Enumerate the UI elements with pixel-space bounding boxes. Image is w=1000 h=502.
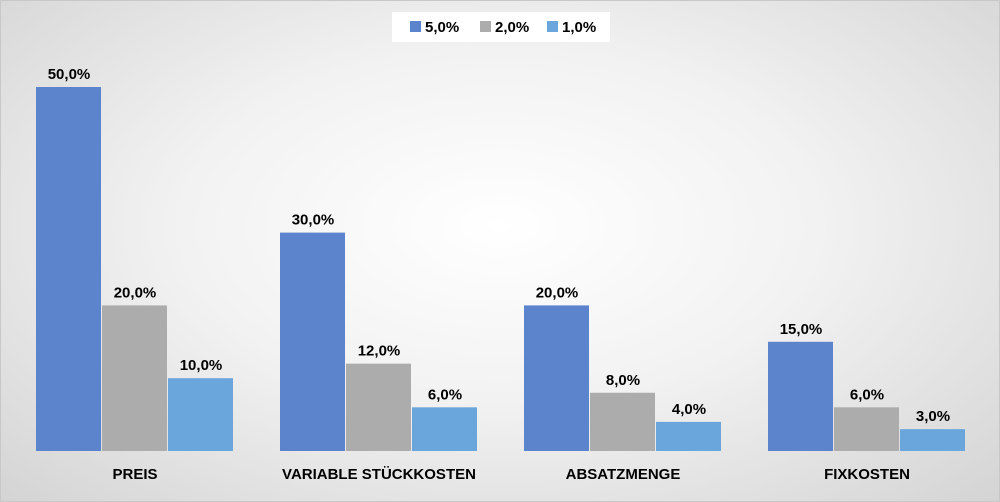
category-label: ABSATZMENGE [566, 466, 681, 483]
bars-group [36, 87, 965, 451]
bar-3-series-1 [524, 305, 589, 451]
category-label: PREIS [112, 466, 157, 483]
data-labels-group: 50,0% 20,0% 10,0% 30,0% 12,0% 6,0% 20,0% 8,0% 4,… [48, 66, 950, 425]
data-label: 6,0% [428, 386, 462, 403]
bar-2-series-3 [412, 407, 477, 451]
data-label: 3,0% [916, 408, 950, 425]
category-label: VARIABLE STÜCKKOSTEN [282, 466, 476, 483]
legend-swatch-1 [410, 21, 421, 32]
legend-label-2: 2,0% [495, 19, 529, 36]
bar-4-series-1 [768, 341, 833, 451]
bar-1-series-1 [36, 87, 101, 451]
legend-box [392, 12, 610, 42]
legend: 5,0% 2,0% 1,0% [410, 19, 596, 36]
bar-3-series-3 [656, 421, 721, 451]
data-label: 8,0% [606, 372, 640, 389]
bar-4-series-2 [834, 407, 899, 451]
category-label: FIXKOSTEN [824, 466, 910, 483]
legend-label-1: 5,0% [425, 19, 459, 36]
data-label: 20,0% [114, 284, 157, 301]
bar-2-series-2 [346, 363, 411, 451]
bar-1-series-3 [168, 378, 233, 451]
data-label: 4,0% [672, 401, 706, 418]
bar-1-series-2 [102, 305, 167, 451]
category-axis: PREIS VARIABLE STÜCKKOSTEN ABSATZMENGE FIXK… [112, 466, 909, 483]
bar-3-series-2 [590, 392, 655, 451]
bar-4-series-3 [900, 429, 965, 451]
data-label: 6,0% [850, 386, 884, 403]
data-label: 15,0% [780, 321, 823, 338]
legend-swatch-3 [547, 21, 558, 32]
data-label: 30,0% [292, 212, 335, 229]
bar-2-series-1 [280, 232, 345, 451]
data-label: 20,0% [536, 284, 579, 301]
data-label: 50,0% [48, 66, 91, 83]
data-label: 10,0% [180, 357, 223, 374]
data-label: 12,0% [358, 343, 401, 360]
legend-swatch-2 [480, 21, 491, 32]
legend-label-3: 1,0% [562, 19, 596, 36]
